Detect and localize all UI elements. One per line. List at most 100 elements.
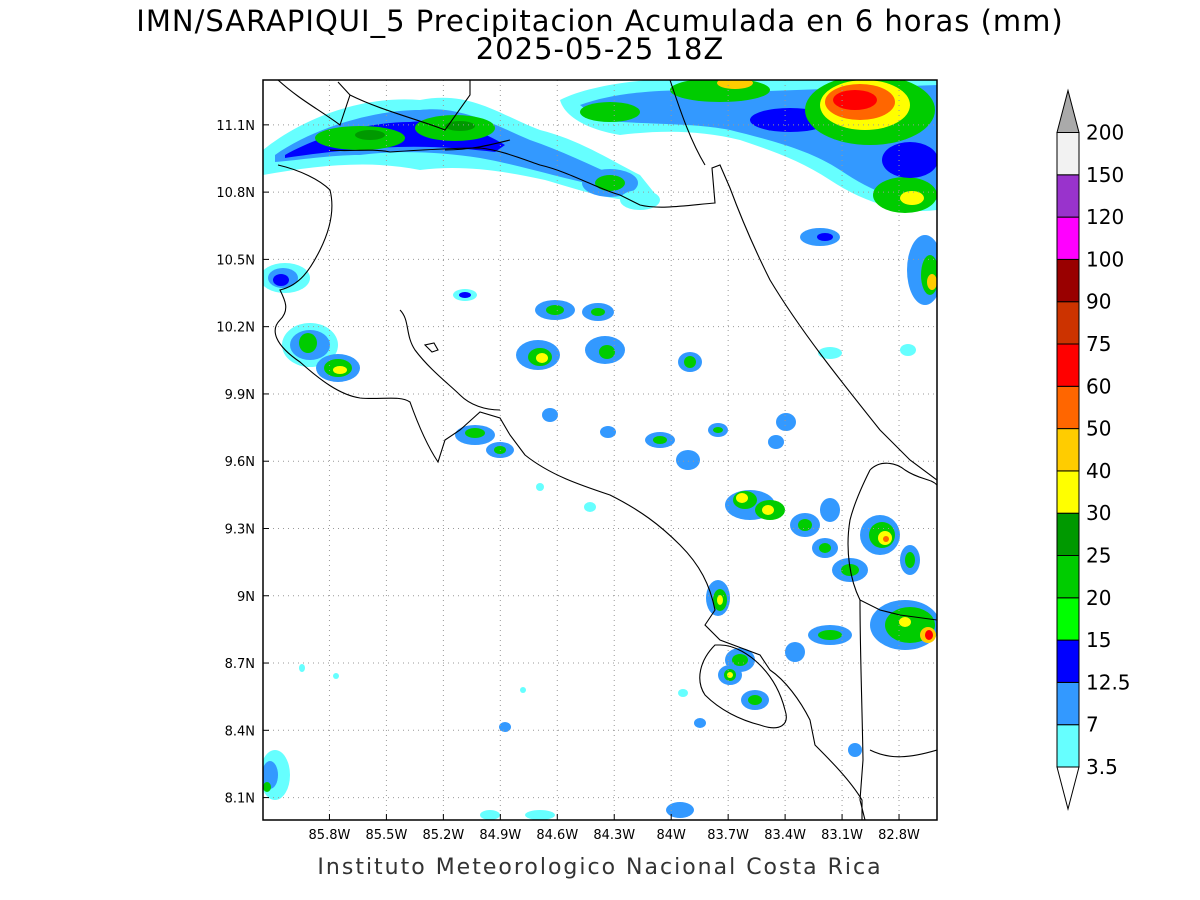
rain-area [584, 502, 596, 512]
rain-area [666, 802, 694, 818]
colorbar-level-label: 75 [1086, 332, 1111, 356]
colorbar-upper-triangle [1056, 88, 1080, 133]
rain-area [717, 80, 753, 89]
lat-tick-label: 9.9N [225, 388, 255, 403]
rain-area [542, 408, 558, 422]
latitude-axis: 11.1N 10.8N 10.5N 10.2N 9.9N 9.6N 9.3N 9N 8.7N 8.… [216, 119, 269, 807]
rain-area [694, 718, 706, 728]
rain-area [480, 810, 500, 820]
colorbar-level-label: 60 [1086, 374, 1111, 398]
colorbar-level-label: 3.5 [1086, 755, 1118, 779]
lon-tick-label: 84.9W [479, 828, 521, 843]
colorbar-level-label: 7 [1086, 713, 1099, 737]
rain-area [684, 356, 696, 368]
lat-tick-label: 9N [237, 590, 255, 605]
rain-area [263, 761, 278, 789]
rain-area [900, 191, 924, 205]
lon-tick-label: 82.8W [878, 828, 920, 843]
colorbar-lower-triangle [1056, 766, 1080, 811]
rain-area [333, 366, 347, 374]
rain-area [820, 498, 840, 522]
rain-area [599, 345, 615, 359]
lat-tick-label: 11.1N [216, 119, 255, 134]
colorbar-swatch [1056, 301, 1080, 345]
rain-area [713, 427, 723, 433]
lat-tick-label: 9.3N [225, 522, 255, 537]
rain-area [776, 413, 796, 431]
lat-tick-label: 10.2N [216, 321, 255, 336]
rain-area [883, 536, 889, 542]
lat-tick-label: 8.1N [225, 792, 255, 807]
lat-tick-label: 8.7N [225, 657, 255, 672]
colorbar-swatch [1056, 597, 1080, 641]
rain-area [798, 519, 812, 531]
rain-area [905, 552, 915, 568]
footer-credit: Instituto Meteorologico Nacional Costa R… [317, 855, 883, 880]
colorbar-level-label: 150 [1086, 163, 1124, 187]
colorbar-swatch [1056, 132, 1080, 176]
rain-area [768, 435, 784, 449]
border-line [859, 599, 866, 820]
lon-tick-label: 84.6W [536, 828, 578, 843]
rain-area [900, 344, 916, 356]
colorbar-level-label: 30 [1086, 501, 1111, 525]
rain-area [925, 630, 933, 640]
rain-area [445, 121, 475, 131]
rain-area [273, 274, 289, 286]
colorbar-swatch [1056, 724, 1080, 768]
border-line [444, 80, 706, 166]
colorbar-level-label: 200 [1086, 121, 1124, 145]
colorbar-swatch [1056, 639, 1080, 683]
rain-area [676, 450, 700, 470]
rain-area [546, 305, 564, 315]
lat-tick-label: 10.8N [216, 186, 255, 201]
precipitation-field [263, 80, 937, 820]
rain-area [818, 630, 842, 640]
rain-area [717, 595, 723, 605]
colorbar-level-label: 12.5 [1086, 670, 1131, 694]
colorbar-swatch [1056, 216, 1080, 260]
rain-area [299, 333, 317, 353]
coastline [329, 147, 937, 481]
colorbar-level-label: 40 [1086, 459, 1111, 483]
rain-area [465, 428, 485, 438]
colorbar-swatch [1056, 555, 1080, 599]
rain-area [591, 308, 605, 316]
rain-area [620, 190, 660, 210]
colorbar-swatch [1056, 385, 1080, 430]
rain-area [333, 673, 339, 679]
rain-area [600, 426, 616, 438]
rain-area [499, 722, 511, 732]
rain-area [762, 505, 774, 515]
rain-area [525, 810, 555, 820]
rain-area [736, 493, 748, 503]
rain-area [536, 353, 548, 363]
coastline [399, 309, 501, 411]
colorbar-level-label: 25 [1086, 544, 1111, 568]
rain-area [536, 483, 544, 491]
map-datetime: 2025-05-25 18Z [475, 32, 725, 66]
island-outline [423, 342, 439, 353]
lon-tick-label: 83.4W [764, 828, 806, 843]
colorbar-level-label: 120 [1086, 205, 1124, 229]
rain-area [459, 292, 471, 298]
coastline [869, 749, 937, 758]
rain-area [748, 695, 762, 705]
peninsula-outline [699, 644, 787, 729]
rain-area [580, 102, 640, 122]
lon-tick-label: 84.3W [593, 828, 635, 843]
rain-area [817, 233, 833, 241]
rain-area [653, 436, 667, 444]
rain-area [732, 654, 748, 666]
border-line [847, 462, 937, 621]
colorbar-swatch [1056, 470, 1080, 514]
rain-area [833, 90, 877, 110]
lat-tick-label: 10.5N [216, 253, 255, 268]
rain-area [263, 782, 271, 792]
coastline [277, 80, 471, 131]
lat-tick-label: 9.6N [225, 455, 255, 470]
rain-area [678, 689, 688, 697]
rain-area [882, 142, 937, 178]
longitude-axis: 85.8W 85.5W 85.2W 84.9W 84.6W 84.3W 84W 83.7W 83… [309, 814, 920, 843]
